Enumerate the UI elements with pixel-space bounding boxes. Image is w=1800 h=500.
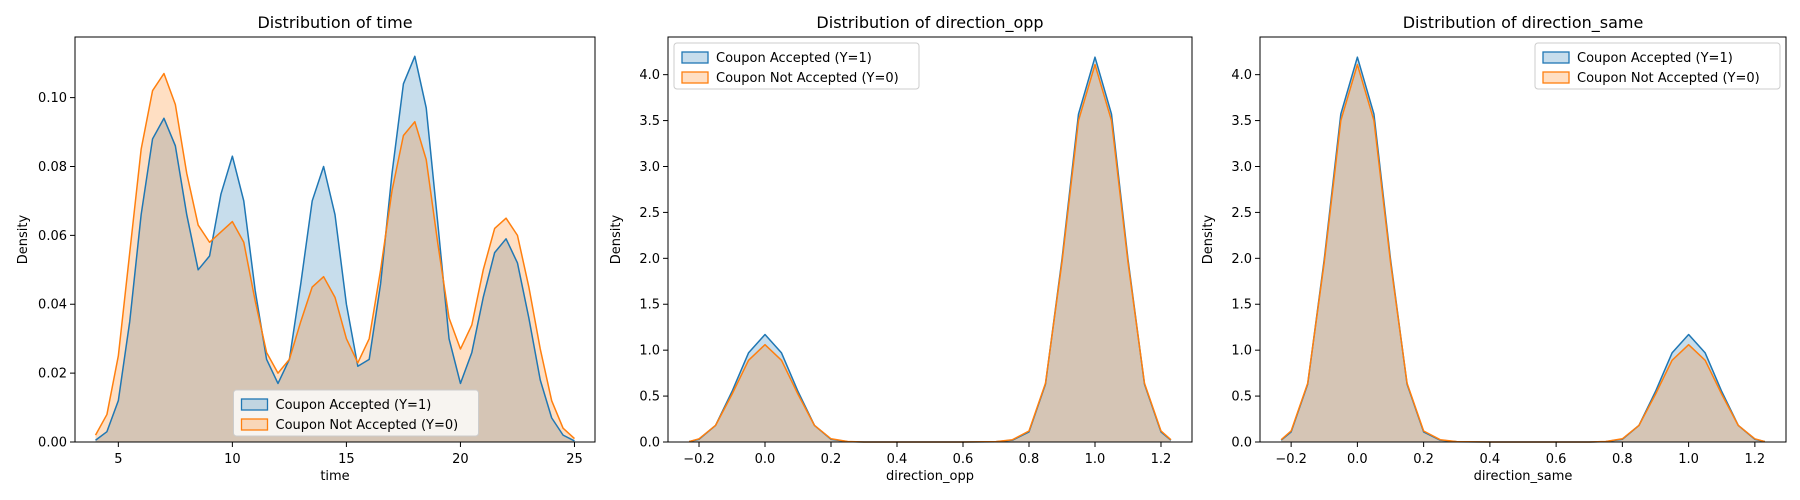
legend-swatch xyxy=(681,51,709,64)
legend: Coupon Accepted (Y=1) Coupon Not Accepted… xyxy=(1534,42,1781,90)
legend-box xyxy=(233,389,479,437)
x-tick-label: 1.0 xyxy=(1678,452,1699,467)
legend-label: Coupon Accepted (Y=1) xyxy=(276,398,432,413)
y-axis-label: Density xyxy=(1201,214,1216,264)
y-tick-label: 1.5 xyxy=(639,298,660,313)
axes-frame xyxy=(667,36,1193,443)
y-tick-label: 0.02 xyxy=(38,367,67,382)
x-tick-label: 0.4 xyxy=(1480,452,1501,467)
y-tick-label: 3.5 xyxy=(1231,114,1252,129)
x-tick-label: 0.2 xyxy=(821,452,842,467)
x-tick-label: 0.2 xyxy=(1413,452,1434,467)
density-line-accepted xyxy=(95,55,575,442)
density-area-not-accepted xyxy=(95,73,575,442)
y-tick-label: 3.5 xyxy=(639,114,660,129)
y-tick-label: 0.0 xyxy=(1231,436,1252,451)
y-tick-label: 0.06 xyxy=(38,229,67,244)
x-tick-label: 0.6 xyxy=(953,452,974,467)
legend: Coupon Accepted (Y=1) Coupon Not Accepted… xyxy=(233,389,479,437)
y-tick-label: 1.0 xyxy=(1231,344,1252,359)
y-tick-label: 0.5 xyxy=(1231,390,1252,405)
x-tick-label: 0.4 xyxy=(887,452,908,467)
y-tick-label: 4.0 xyxy=(1231,68,1252,83)
y-tick-label: 0.5 xyxy=(639,390,660,405)
y-tick-label: 4.0 xyxy=(639,68,660,83)
x-tick-label: 1.2 xyxy=(1745,452,1766,467)
x-axis-label: direction_opp xyxy=(886,469,974,484)
y-tick-label: 0.08 xyxy=(38,160,67,175)
chart-title: Distribution of direction_opp xyxy=(816,13,1043,33)
axes-frame xyxy=(74,36,596,443)
density-area-not-accepted xyxy=(1281,64,1765,443)
density-line-not-accepted xyxy=(94,72,575,440)
legend-swatch xyxy=(1542,51,1570,64)
legend-label: Coupon Not Accepted (Y=0) xyxy=(716,71,899,86)
y-tick-label: 0.04 xyxy=(38,298,67,313)
chart-title: Distribution of direction_same xyxy=(1403,13,1644,33)
x-tick-label: 0.8 xyxy=(1612,452,1633,467)
legend-label: Coupon Not Accepted (Y=0) xyxy=(1577,71,1760,86)
y-tick-label: 0.00 xyxy=(38,436,67,451)
legend-label: Coupon Accepted (Y=1) xyxy=(1577,51,1733,66)
x-tick-label: 25 xyxy=(566,452,583,467)
y-tick-label: 1.0 xyxy=(639,344,660,359)
chart-panel-2: −0.2 0.0 0.2 0.4 0.6 0.8 1.0 1.2 0.0 0.5 1.0 1.5 2.0… xyxy=(609,13,1193,484)
legend-swatch xyxy=(1542,71,1570,84)
x-tick-label: 15 xyxy=(338,452,355,467)
y-axis-label: Density xyxy=(609,214,624,264)
density-area-accepted xyxy=(95,56,575,442)
axes-frame xyxy=(1259,36,1787,443)
y-tick-label: 0.10 xyxy=(38,91,67,106)
y-tick-label: 3.0 xyxy=(1231,160,1252,175)
legend-box xyxy=(673,42,920,90)
x-tick-label: 1.2 xyxy=(1151,452,1172,467)
legend-label: Coupon Not Accepted (Y=0) xyxy=(276,418,459,433)
x-tick-label: 0.6 xyxy=(1546,452,1567,467)
density-area-accepted xyxy=(1281,57,1765,442)
x-tick-label: 1.0 xyxy=(1085,452,1106,467)
x-tick-label: 0.0 xyxy=(755,452,776,467)
legend-box xyxy=(1534,42,1781,90)
x-tick-label: −0.2 xyxy=(683,452,715,467)
legend-swatch xyxy=(240,418,269,431)
legend-swatch xyxy=(681,71,709,84)
x-tick-label: 20 xyxy=(452,452,469,467)
x-tick-label: 0.8 xyxy=(1019,452,1040,467)
x-tick-label: 5 xyxy=(114,452,122,467)
density-area-accepted xyxy=(689,57,1171,442)
y-tick-label: 0.0 xyxy=(639,436,660,451)
x-tick-label: 10 xyxy=(224,452,241,467)
y-tick-label: 3.0 xyxy=(639,160,660,175)
y-tick-label: 2.5 xyxy=(1231,206,1252,221)
y-axis-label: Density xyxy=(16,214,31,264)
chart-title: Distribution of time xyxy=(257,13,412,32)
x-tick-label: 0.0 xyxy=(1347,452,1368,467)
y-tick-label: 2.0 xyxy=(639,252,660,267)
x-axis-label: time xyxy=(320,469,349,484)
chart-panel-1: 5 10 15 20 25 0.00 0.02 0.04 0.06 0.08 0.10 Distrib… xyxy=(16,13,596,484)
x-tick-label: −0.2 xyxy=(1275,452,1307,467)
y-tick-label: 1.5 xyxy=(1231,298,1252,313)
legend-label: Coupon Accepted (Y=1) xyxy=(716,51,872,66)
legend: Coupon Accepted (Y=1) Coupon Not Accepted… xyxy=(673,42,920,90)
y-tick-label: 2.5 xyxy=(639,206,660,221)
y-tick-label: 2.0 xyxy=(1231,252,1252,267)
density-area-not-accepted xyxy=(689,64,1171,443)
chart-panel-3: −0.2 0.0 0.2 0.4 0.6 0.8 1.0 1.2 0.0 0.5 1.0 1.5 2.0… xyxy=(1201,13,1787,484)
legend-swatch xyxy=(240,398,269,411)
x-axis-label: direction_same xyxy=(1474,469,1573,484)
